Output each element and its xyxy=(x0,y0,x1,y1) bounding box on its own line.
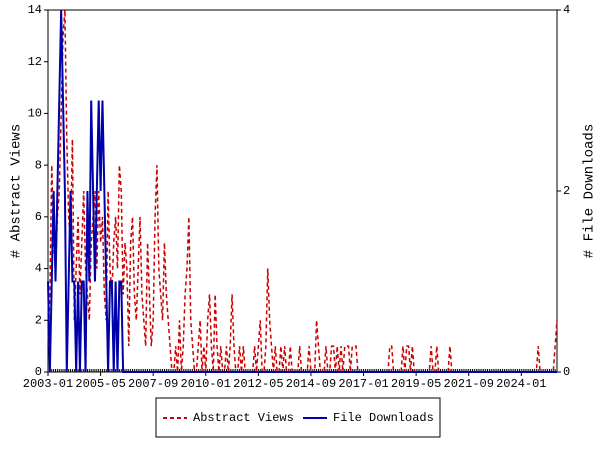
y-tick-label: 10 xyxy=(28,107,42,121)
y2-tick-label: 2 xyxy=(563,184,570,198)
series-line xyxy=(47,9,558,373)
x-tick-label: 2024-01 xyxy=(496,377,546,391)
legend-label: Abstract Views xyxy=(193,411,294,425)
y-tick-label: 4 xyxy=(35,262,42,276)
x-tick-label: 2005-05 xyxy=(75,377,125,391)
x-tick-label: 2012-05 xyxy=(233,377,283,391)
y2-tick-label: 4 xyxy=(563,3,570,17)
legend-label: File Downloads xyxy=(333,411,434,425)
x-tick-label: 2007-09 xyxy=(128,377,178,391)
y2-tick-label: 0 xyxy=(563,365,570,379)
y-tick-label: 12 xyxy=(28,55,42,69)
y-axis-label: # Abstract Views xyxy=(9,124,25,258)
plot-frame xyxy=(47,9,558,373)
y-tick-label: 14 xyxy=(28,3,42,17)
x-tick-label: 2019-05 xyxy=(391,377,441,391)
y2-axis-label: # File Downloads xyxy=(582,124,598,258)
x-tick-label: 2003-01 xyxy=(23,377,73,391)
legend-box xyxy=(155,397,441,438)
x-tick-label: 2021-09 xyxy=(444,377,494,391)
y-tick-label: 0 xyxy=(35,365,42,379)
y-tick-label: 8 xyxy=(35,158,42,172)
y-tick-label: 6 xyxy=(35,210,42,224)
x-tick-label: 2014-09 xyxy=(286,377,336,391)
y-tick-label: 2 xyxy=(35,313,42,327)
x-tick-label: 2010-01 xyxy=(181,377,231,391)
series-line xyxy=(47,9,557,373)
x-tick-label: 2017-01 xyxy=(338,377,388,391)
